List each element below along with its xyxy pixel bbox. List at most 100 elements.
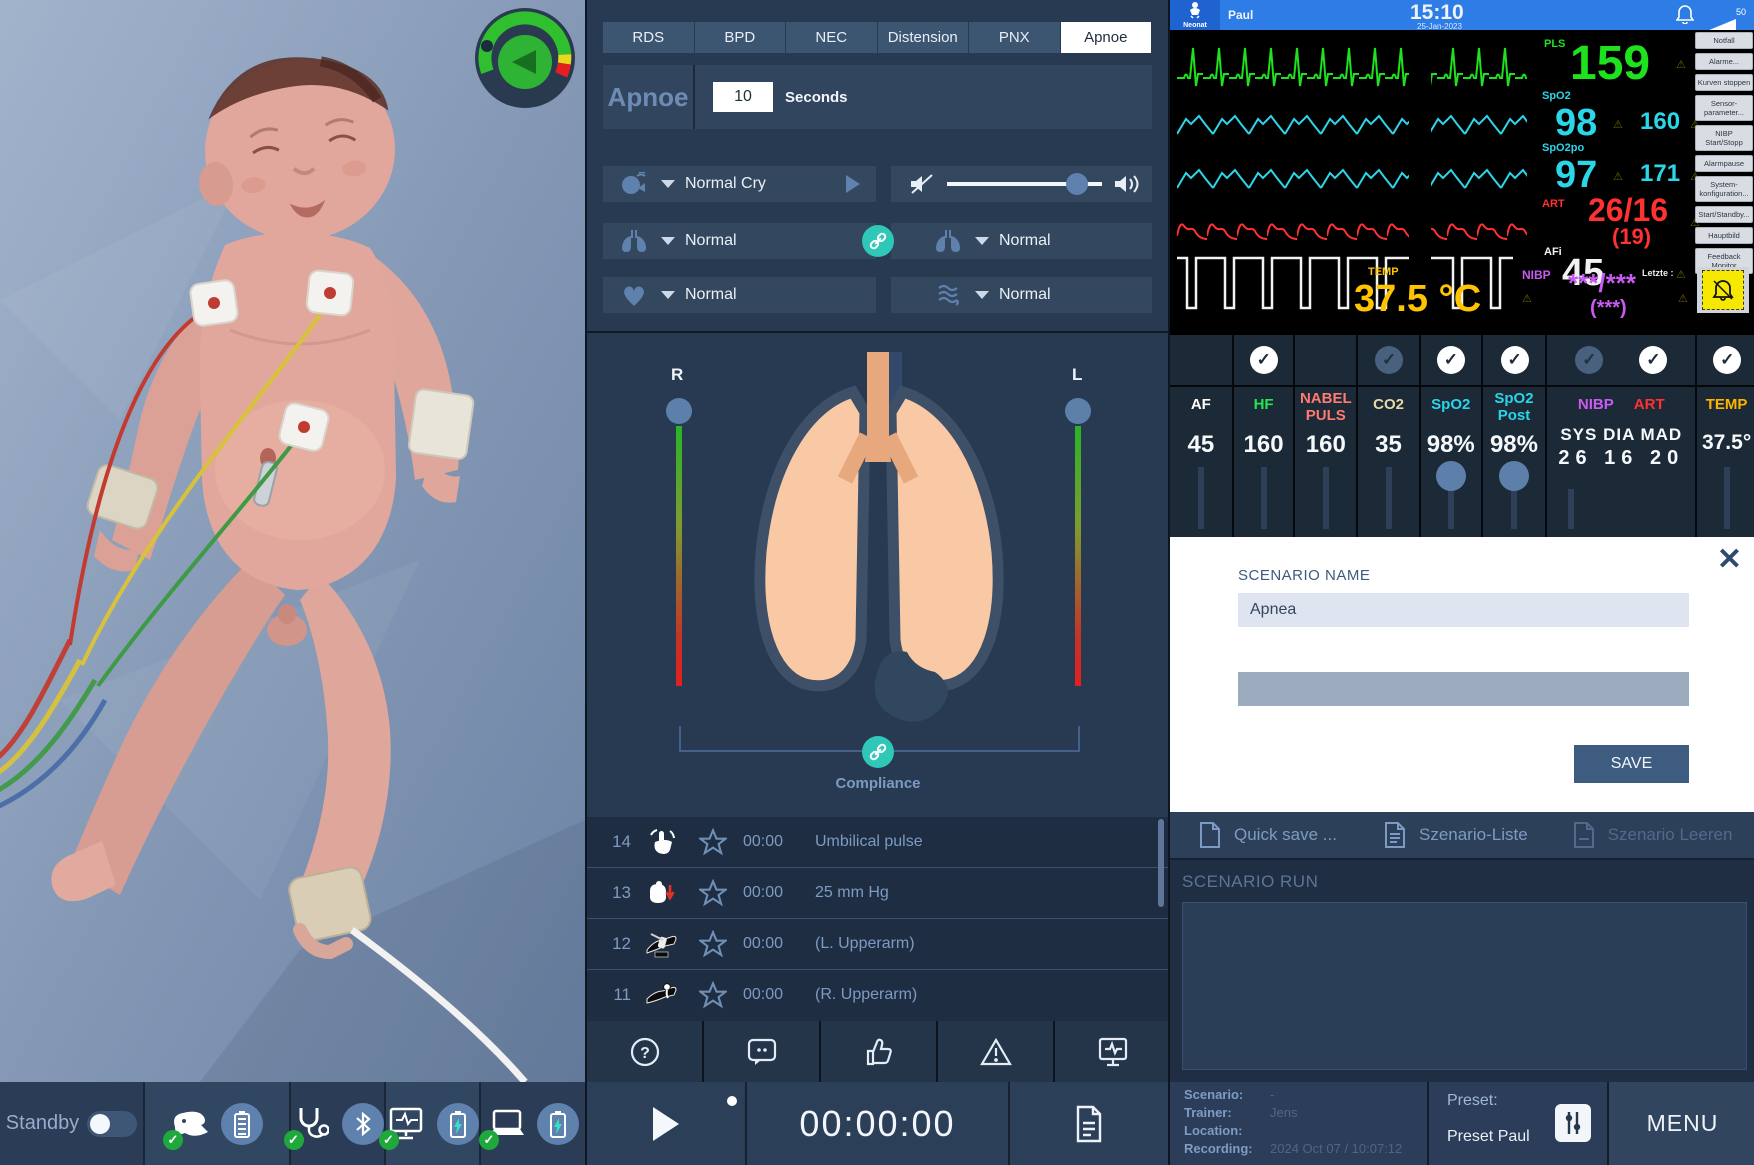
spo2post-slider-knob[interactable]	[1498, 461, 1529, 491]
menu-button[interactable]: MENU	[1609, 1082, 1754, 1165]
nibp-slider[interactable]	[1568, 489, 1575, 529]
thumbs-up-button[interactable]	[821, 1021, 938, 1082]
volume-slider[interactable]	[947, 173, 1102, 195]
event-row[interactable]: 13 00:00 25 mm Hg	[587, 868, 1170, 919]
session-timer: 00:00:00	[747, 1082, 1010, 1165]
co2-slider[interactable]	[1385, 467, 1392, 529]
star-icon[interactable]	[683, 879, 743, 907]
co2-checkbox[interactable]	[1375, 346, 1404, 374]
spo2-checkbox[interactable]	[1436, 346, 1465, 374]
temp-label: TEMP	[1368, 266, 1399, 278]
scenario-list-button[interactable]: Szenario-Liste	[1383, 821, 1528, 849]
scenario-description-input[interactable]	[1238, 672, 1689, 706]
recording-label: Recording:	[1184, 1141, 1253, 1156]
mad-label: MAD	[1640, 425, 1683, 444]
hf-slider[interactable]	[1260, 467, 1267, 529]
scenario-run-list[interactable]	[1182, 902, 1747, 1070]
preset-value: Preset Paul	[1447, 1128, 1530, 1145]
monitor-header: Neonat Paul 15:10 25-Jan-2023 50 %	[1170, 0, 1754, 35]
standby-toggle[interactable]	[87, 1110, 138, 1137]
menu-startstandby-button[interactable]: Start/Standby...	[1695, 206, 1753, 223]
lung-left-sound-select[interactable]: Normal	[891, 223, 1152, 259]
close-icon[interactable]: ✕	[1716, 543, 1742, 576]
temp-checkbox[interactable]	[1713, 346, 1742, 374]
hf-checkbox[interactable]	[1249, 346, 1278, 374]
af-slider[interactable]	[1197, 467, 1204, 529]
lung-right-sound-select[interactable]: Normal	[603, 223, 876, 259]
alarm-bell-icon[interactable]	[1676, 4, 1694, 24]
art-checkbox[interactable]	[1639, 346, 1668, 374]
volume-slider-knob[interactable]	[1066, 173, 1088, 195]
star-icon[interactable]	[683, 930, 743, 958]
warning-button[interactable]	[938, 1021, 1055, 1082]
star-icon[interactable]	[683, 981, 743, 1009]
preset-settings-button[interactable]	[1555, 1104, 1591, 1142]
event-log-scrollbar[interactable]	[1158, 819, 1164, 907]
tab-rds[interactable]: RDS	[603, 22, 694, 53]
menu-sensorparameter-button[interactable]: Sensor-parameter...	[1695, 95, 1753, 121]
scenario-name-input[interactable]	[1238, 593, 1689, 627]
tab-nec[interactable]: NEC	[786, 22, 877, 53]
menu-nibp-startstopp-button[interactable]: NIBP Start/Stopp	[1695, 125, 1753, 151]
mute-icon[interactable]	[905, 172, 939, 196]
right-lung-severity-slider[interactable]	[666, 398, 692, 686]
spo2post-checkbox[interactable]	[1500, 346, 1529, 374]
slider-knob[interactable]	[666, 398, 692, 424]
chevron-down-icon	[661, 237, 675, 245]
bowel-sound-select[interactable]: Normal	[891, 277, 1152, 313]
spo2-slider[interactable]	[1447, 467, 1454, 529]
star-icon[interactable]	[683, 828, 743, 856]
stethoscope-status-cell: ✓	[283, 1082, 386, 1165]
alarm-off-marker: ⚠	[1613, 119, 1623, 131]
nabelpuls-slider[interactable]	[1322, 467, 1329, 529]
co2-value: 35	[1375, 431, 1402, 458]
spo2-waveform	[1177, 96, 1527, 146]
menu-notfall-button[interactable]: Notfall	[1695, 32, 1753, 49]
apnoe-seconds-input[interactable]	[713, 82, 773, 112]
spo2-slider-knob[interactable]	[1435, 461, 1466, 491]
event-row[interactable]: 12 00:00 (L. Upperarm)	[587, 919, 1170, 970]
apnoe-seconds-unit: Seconds	[785, 88, 848, 106]
temp-slider[interactable]	[1723, 467, 1730, 529]
menu-alarmpause-button[interactable]: Alarmpause	[1695, 155, 1753, 172]
compliance-link-icon[interactable]	[862, 736, 894, 768]
tab-pnx[interactable]: PNX	[969, 22, 1060, 53]
cry-sound-select[interactable]: Normal Cry	[603, 166, 876, 202]
quick-save-button[interactable]: Quick save ...	[1198, 821, 1337, 849]
event-label: (L. Upperarm)	[815, 935, 915, 952]
menu-alarme-button[interactable]: Alarme...	[1695, 53, 1753, 70]
menu-systemkonfiguration-button[interactable]: System-konfiguration...	[1695, 176, 1753, 202]
alarm-off-marker: ⚠	[1522, 293, 1532, 305]
tab-distension[interactable]: Distension	[877, 22, 968, 53]
report-button[interactable]	[1010, 1082, 1170, 1165]
menu-hauptbild-button[interactable]: Hauptbild	[1695, 227, 1753, 244]
lung-sound-link-icon[interactable]	[862, 225, 894, 257]
help-button[interactable]: ?	[587, 1021, 704, 1082]
nibp-checkbox[interactable]	[1575, 346, 1604, 374]
tab-apnoe[interactable]: Apnoe	[1060, 22, 1151, 53]
slider-knob[interactable]	[1065, 398, 1091, 424]
alarm-off-marker: ⚠	[1690, 217, 1700, 229]
event-time: 00:00	[743, 986, 784, 1003]
heart-sound-select[interactable]: Normal	[603, 277, 876, 313]
event-row[interactable]: 11 00:00 (R. Upperarm)	[587, 970, 1170, 1020]
temp-col-label: TEMP	[1705, 396, 1748, 413]
battery-charging-icon	[436, 1102, 479, 1145]
heart-icon	[617, 283, 651, 307]
save-button[interactable]: SAVE	[1574, 745, 1689, 783]
spo2post-slider[interactable]	[1510, 467, 1517, 529]
menu-kurven-stoppen-button[interactable]: Kurven stoppen	[1695, 74, 1753, 91]
spo2-secondary-value: 160	[1640, 108, 1681, 135]
scenario-clear-button[interactable]: Szenario Leeren	[1572, 821, 1732, 849]
spo2post-waveform	[1177, 150, 1527, 200]
feedback-button[interactable]	[704, 1021, 821, 1082]
alarm-silenced-button[interactable]	[1697, 267, 1749, 313]
event-row[interactable]: 14 00:00 Umbilical pulse	[587, 817, 1170, 868]
connection-gauge	[475, 8, 575, 108]
tab-bpd[interactable]: BPD	[694, 22, 785, 53]
play-cry-icon[interactable]	[846, 175, 860, 193]
left-lung-severity-slider[interactable]	[1065, 398, 1091, 686]
patient-monitor-button[interactable]	[1055, 1021, 1170, 1082]
manikin-3d-scene[interactable]	[0, 0, 585, 1082]
play-button[interactable]	[587, 1082, 747, 1165]
